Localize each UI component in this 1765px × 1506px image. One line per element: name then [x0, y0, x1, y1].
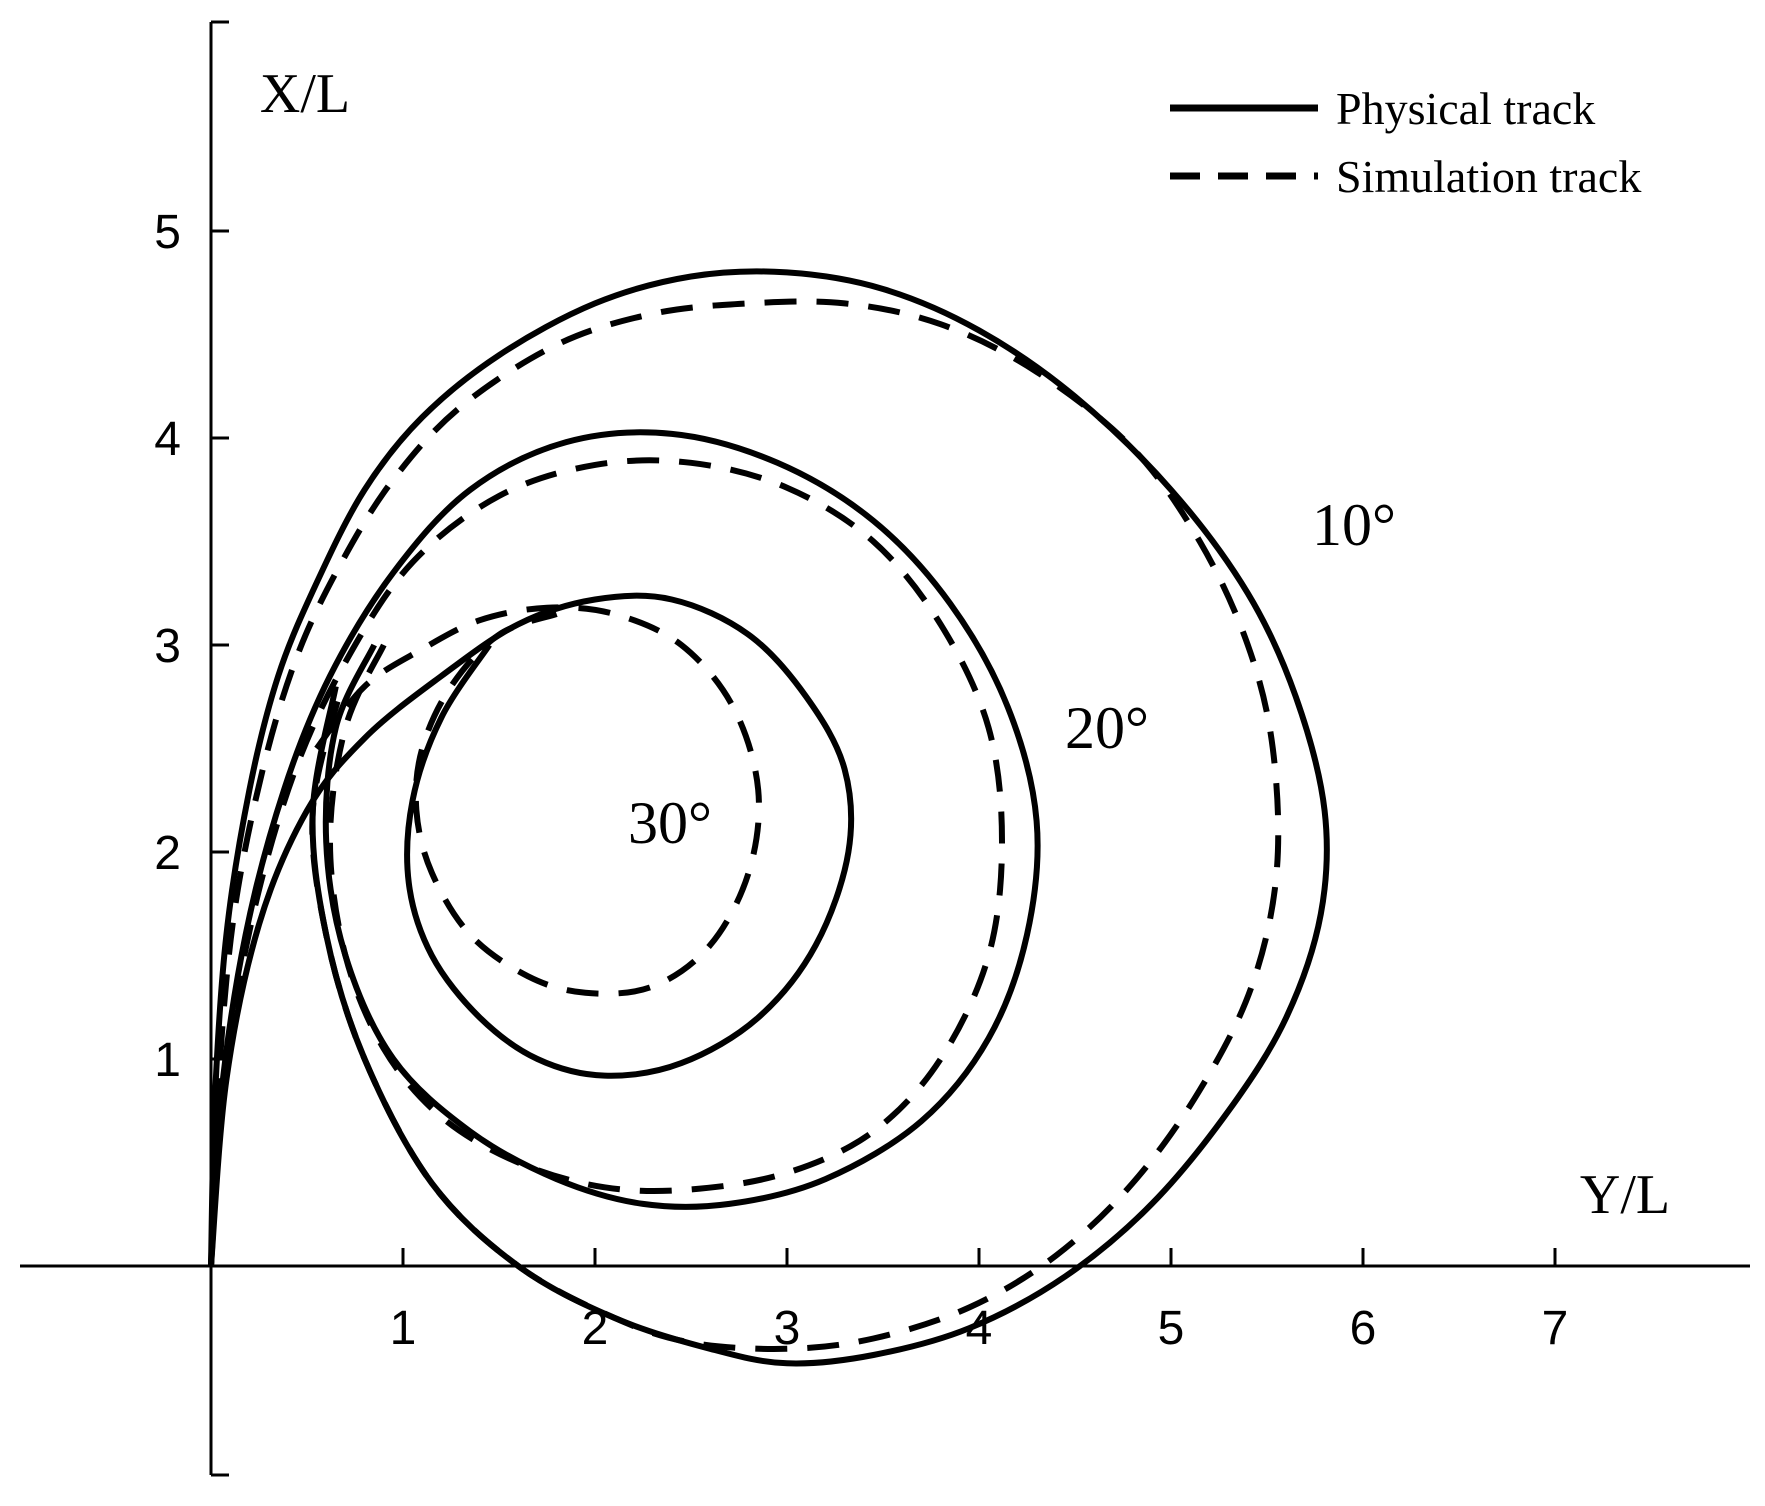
x-tick-label: 7: [1542, 1302, 1569, 1355]
y-tick-label: 5: [154, 206, 181, 259]
legend: Physical track Simulation track: [1170, 83, 1641, 202]
series-group: [208, 268, 1330, 1367]
y-axis-title: X/L: [260, 63, 350, 125]
y-tick-label: 2: [154, 827, 181, 880]
physical-track-30deg: [208, 592, 855, 1267]
legend-physical-label: Physical track: [1336, 83, 1595, 134]
angle-label-10: 10°: [1312, 492, 1396, 558]
x-tick-label: 5: [1158, 1302, 1185, 1355]
simulation-track-10deg: [208, 298, 1282, 1352]
y-ticks: 1 2 3 4 5: [154, 206, 229, 1087]
y-tick-label: 3: [154, 620, 181, 673]
legend-simulation-label: Simulation track: [1336, 151, 1641, 202]
axes: [20, 20, 1750, 1477]
physical-track-10deg: [208, 268, 1330, 1367]
x-tick-label: 1: [390, 1302, 417, 1355]
x-axis-title: Y/L: [1580, 1164, 1670, 1226]
simulation-track-20deg: [208, 457, 1005, 1267]
simulation-track-30deg: [314, 604, 762, 997]
y-tick-label: 4: [154, 413, 181, 466]
physical-track-20deg: [208, 429, 1041, 1267]
angle-label-30: 30°: [628, 790, 712, 856]
angle-annotations: 10° 20° 30°: [628, 492, 1396, 856]
angle-label-20: 20°: [1065, 695, 1149, 761]
y-tick-label: 1: [154, 1034, 181, 1087]
x-tick-label: 6: [1350, 1302, 1377, 1355]
